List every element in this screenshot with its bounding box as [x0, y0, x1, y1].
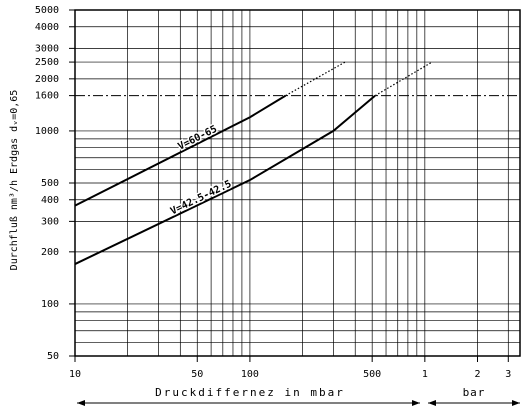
curve-extension: [374, 61, 433, 97]
x-tick-label: 3: [505, 369, 511, 380]
curve-extension: [285, 61, 346, 97]
y-tick-label: 400: [41, 195, 59, 206]
y-tick-label: 50: [47, 351, 59, 362]
x-tick-label: 10: [69, 369, 81, 380]
y-tick-label: 500: [41, 178, 59, 189]
y-tick-label: 2000: [35, 74, 59, 85]
x-tick-label: 50: [191, 369, 203, 380]
x-tick-label: 1: [422, 369, 428, 380]
curve-label: V=42.5-42.5: [169, 179, 233, 218]
curve: [74, 94, 287, 207]
y-tick-label: 200: [41, 247, 59, 258]
x-tick-label: 2: [474, 369, 480, 380]
x-axis-label-bar: bar: [463, 386, 486, 399]
y-tick-label: 5000: [35, 5, 59, 16]
curve: [74, 94, 376, 265]
y-tick-label: 300: [41, 216, 59, 227]
plot-frame: [74, 9, 521, 357]
x-tick-label: 100: [241, 369, 259, 380]
curve-label: V=60-65: [176, 124, 219, 153]
y-tick-label: 1000: [35, 126, 59, 137]
y-tick-label: 3000: [35, 43, 59, 54]
y-tick-label: 100: [41, 299, 59, 310]
y-tick-label: 2500: [35, 57, 59, 68]
x-tick-label: 500: [363, 369, 381, 380]
y-tick-label: 4000: [35, 22, 59, 33]
y-tick-label: 1600: [35, 91, 59, 102]
y-axis-label: Durchfluß nm³/h Erdgas dᵥ=0,65: [9, 90, 20, 271]
x-axis-label: Druckdiffernez in mbar: [155, 386, 345, 399]
